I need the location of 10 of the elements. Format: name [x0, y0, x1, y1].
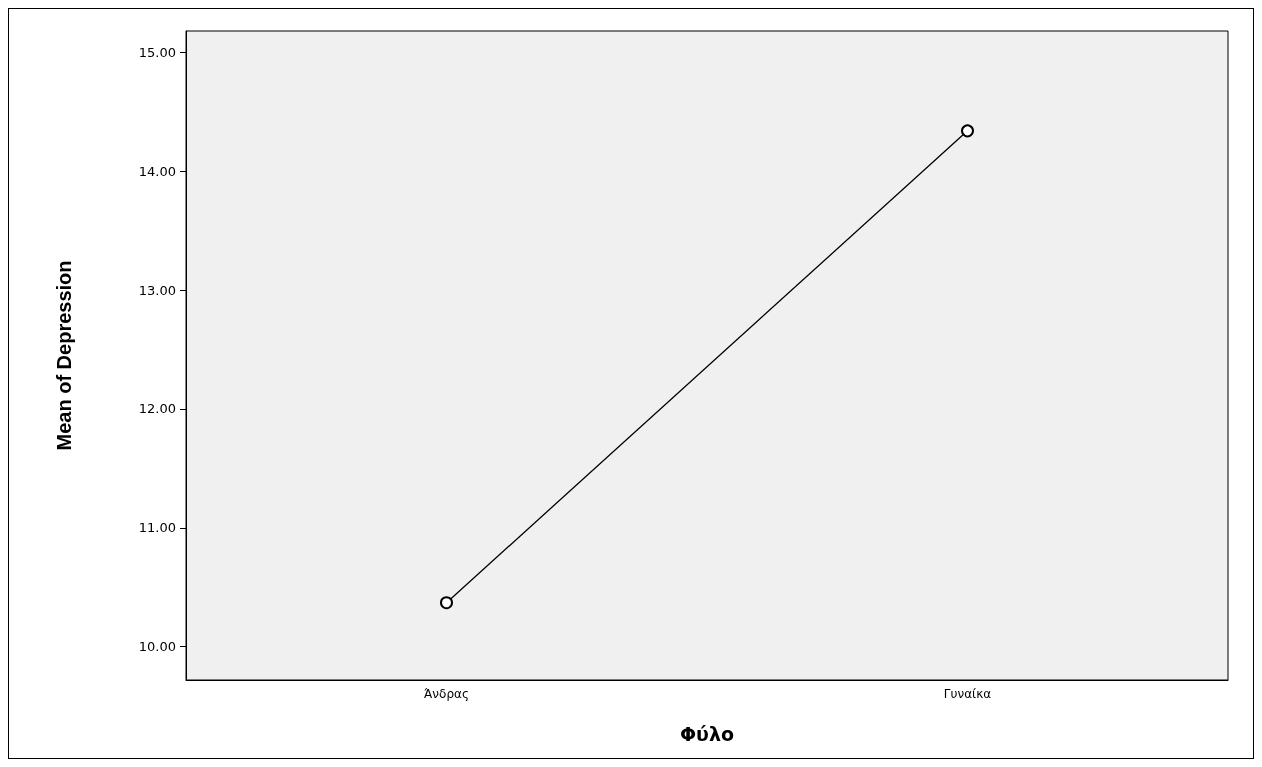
y-tick-label: 15.00: [138, 44, 176, 60]
y-tick-label: 10.00: [138, 639, 176, 655]
y-axis-title: Mean of Depression: [53, 260, 75, 451]
y-tick-label: 11.00: [138, 520, 176, 536]
y-tick-label: 12.00: [138, 401, 176, 417]
x-tick-label: Γυναίκα: [943, 687, 992, 701]
y-tick-label: 14.00: [138, 163, 176, 179]
x-axis-title: Φύλο: [679, 722, 735, 745]
x-tick-label: Άνδρας: [424, 687, 469, 701]
y-tick-label: 13.00: [138, 282, 176, 298]
